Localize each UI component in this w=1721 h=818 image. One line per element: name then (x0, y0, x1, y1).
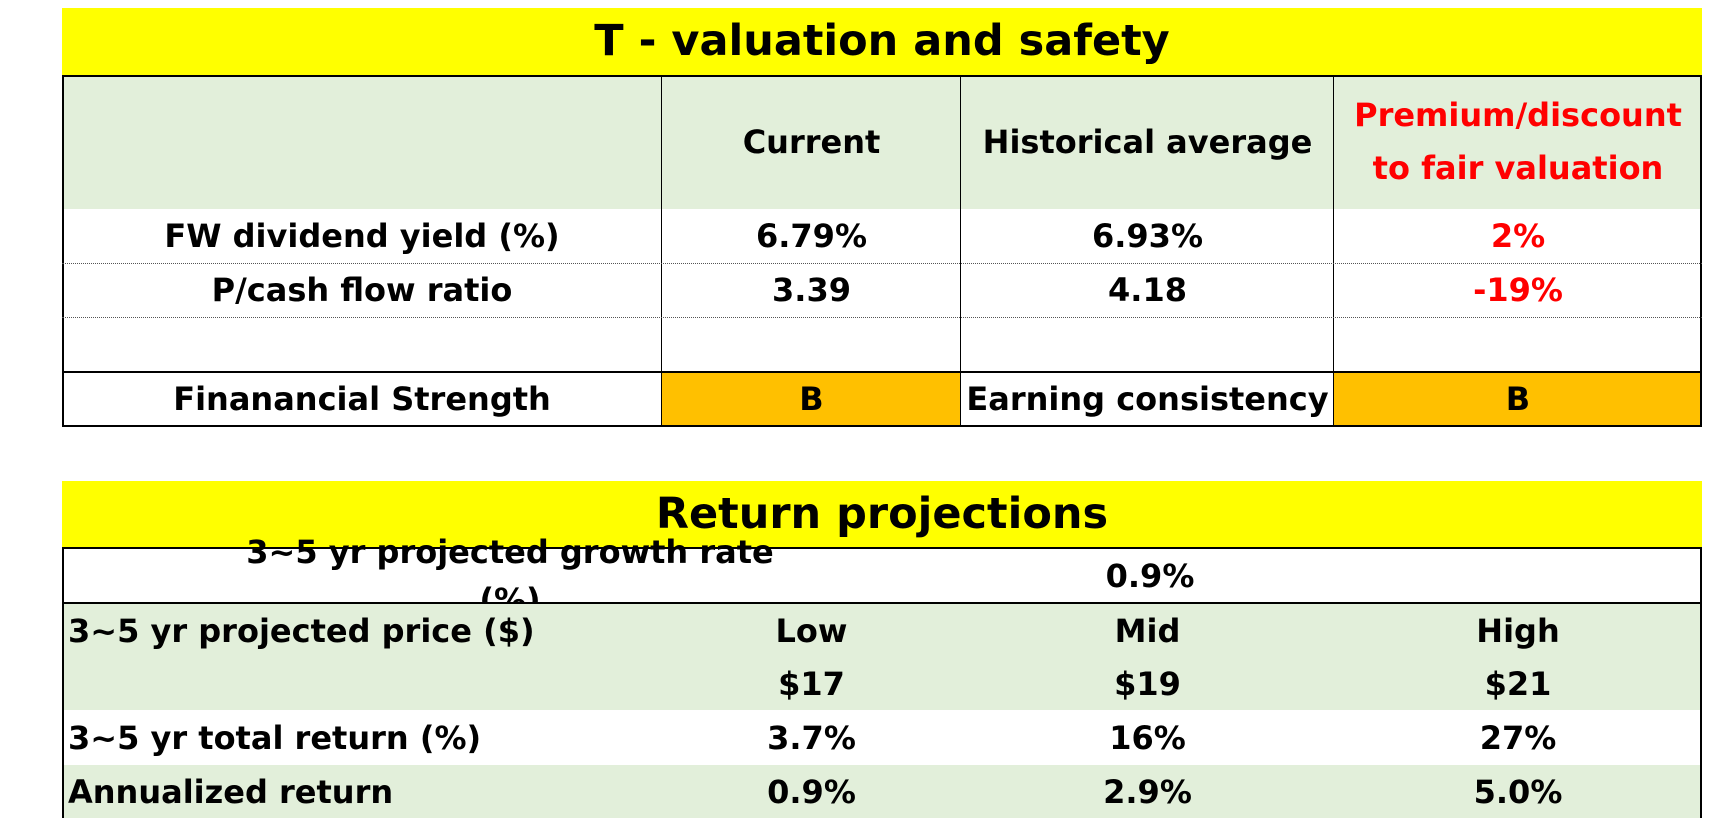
annualized-return-label: Annualized return (68, 772, 394, 811)
annualized-mid: 2.9% (1103, 772, 1192, 811)
growth-rate-value: 0.9% (1105, 557, 1195, 595)
annualized-low: 0.9% (767, 772, 856, 811)
header-premium-discount: Premium/discount to fair valuation (1354, 96, 1682, 187)
earning-consistency-label: Earning consistency (966, 379, 1329, 418)
header-current: Current (742, 123, 881, 161)
annualized-block (62, 765, 1702, 818)
valuation-divider (62, 317, 1702, 318)
returns-border-right (1700, 604, 1702, 818)
price-mid: $19 (1114, 665, 1181, 703)
total-return-high: 27% (1479, 718, 1557, 757)
valuation-divider (960, 75, 961, 427)
growth-row-border (62, 547, 1702, 604)
valuation-title: T - valuation and safety (594, 16, 1170, 67)
valuation-header-row (62, 75, 1702, 209)
column-high: High (1476, 612, 1560, 650)
earning-consistency-cell (1334, 371, 1702, 426)
financial-strength-value: B (799, 379, 824, 418)
dividend-yield-premium: 2% (1490, 217, 1546, 255)
row-label-price-cash-flow: P/cash flow ratio (211, 271, 513, 309)
column-low: Low (775, 612, 848, 650)
growth-rate-label: 3~5 yr projected growth rate (%) (246, 533, 774, 619)
price-cash-flow-historical: 4.18 (1108, 271, 1187, 309)
total-return-low: 3.7% (767, 718, 856, 757)
projected-price-label: 3~5 yr projected price ($) (68, 612, 535, 650)
financial-strength-label: Finanancial Strength (173, 379, 551, 418)
financial-strength-cell (662, 371, 961, 426)
valuation-divider (1333, 75, 1334, 427)
column-mid: Mid (1114, 612, 1181, 650)
header-historical-average: Historical average (982, 123, 1313, 161)
valuation-divider (62, 263, 1702, 264)
dividend-yield-current: 6.79% (755, 217, 867, 255)
price-high: $21 (1484, 665, 1552, 703)
price-cash-flow-current: 3.39 (772, 271, 851, 309)
earning-consistency-value: B (1505, 379, 1531, 418)
dividend-yield-historical: 6.93% (1091, 217, 1203, 255)
valuation-table-border (62, 75, 1702, 427)
total-return-mid: 16% (1109, 718, 1186, 757)
row-label-dividend-yield: FW dividend yield (%) (164, 217, 560, 255)
total-return-label: 3~5 yr total return (%) (68, 718, 482, 757)
annualized-high: 5.0% (1473, 772, 1563, 811)
price-low: $17 (778, 665, 845, 703)
price-block (62, 604, 1702, 710)
returns-title: Return projections (655, 488, 1109, 539)
returns-border-left (62, 604, 64, 818)
valuation-divider (62, 371, 1702, 373)
price-cash-flow-premium: -19% (1473, 271, 1563, 309)
returns-title-bar (62, 481, 1702, 547)
valuation-title-bar (62, 8, 1702, 75)
valuation-divider (661, 75, 662, 427)
